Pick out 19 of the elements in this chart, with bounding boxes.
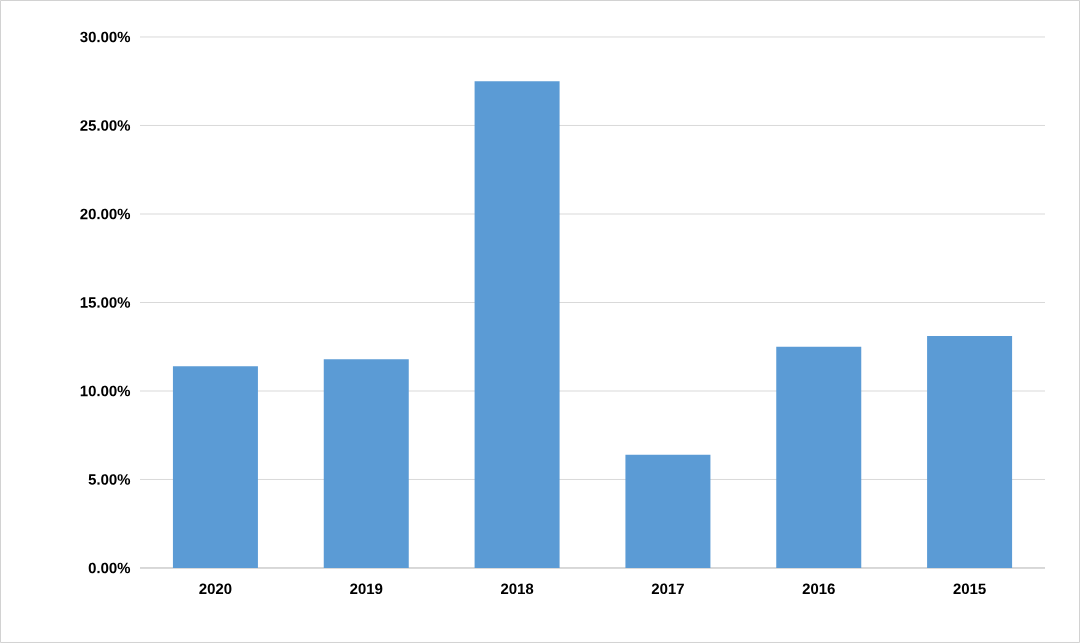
x-tick-label: 2020 bbox=[199, 583, 232, 595]
y-tick-label: 5.00% bbox=[88, 474, 131, 485]
y-tick-label: 0.00% bbox=[88, 562, 131, 574]
bar bbox=[323, 359, 409, 568]
bar bbox=[172, 366, 258, 568]
y-tick-label: 15.00% bbox=[80, 297, 131, 308]
bar bbox=[625, 454, 711, 568]
y-tick-label: 25.00% bbox=[80, 120, 131, 131]
y-tick-label: 10.00% bbox=[80, 385, 131, 397]
x-tick-label: 2019 bbox=[350, 583, 383, 595]
x-tick-label: 2016 bbox=[802, 583, 835, 595]
x-tick-label: 2018 bbox=[500, 583, 534, 595]
bar bbox=[927, 336, 1013, 568]
bar bbox=[776, 346, 862, 568]
bar bbox=[474, 81, 560, 568]
x-tick-label: 2015 bbox=[953, 583, 986, 595]
y-tick-label: 20.00% bbox=[80, 208, 131, 220]
x-tick-label: 2017 bbox=[651, 583, 684, 595]
y-tick-label: 30.00% bbox=[80, 31, 131, 43]
